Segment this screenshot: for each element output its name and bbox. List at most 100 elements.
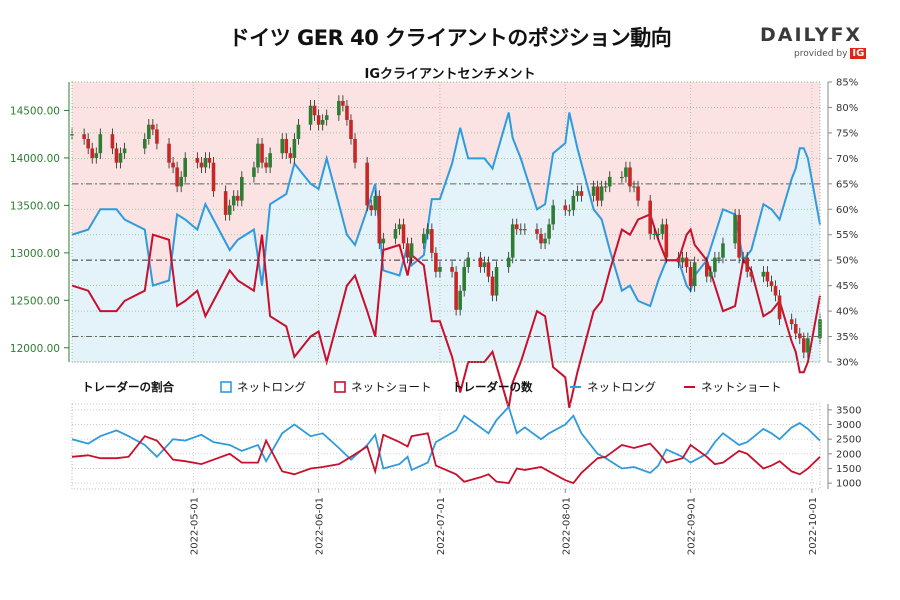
candle-up [652, 233, 657, 236]
candle-up [806, 338, 810, 353]
logo-provided-by: provided by [794, 49, 848, 59]
candle-down [349, 119, 353, 139]
count-tick-label: 2000 [836, 449, 861, 460]
ratio-tick-label: 60% [836, 205, 858, 216]
candle-down [664, 224, 669, 258]
candle-up [296, 124, 301, 139]
candle-up [231, 195, 236, 206]
candle-up [147, 124, 151, 139]
candle-down [345, 105, 349, 120]
candle-up [656, 233, 661, 236]
net-short-ratio-line [71, 213, 821, 409]
net-long-area [72, 112, 820, 362]
ratio-tick-label: 30% [836, 358, 858, 369]
date-tick-label: 2022-10-01 [808, 497, 819, 555]
candle-down [90, 148, 95, 158]
candle-down [802, 338, 806, 353]
candle-down [235, 195, 240, 201]
candle-up [591, 186, 596, 196]
candle-down [223, 191, 228, 215]
candle-up [438, 267, 442, 272]
candle-down [401, 224, 406, 244]
candle-up [506, 257, 511, 268]
candle-down [82, 134, 86, 139]
ratio-tick-label: 45% [836, 281, 858, 292]
candle-down [539, 233, 543, 244]
legend-short-label: ネットショート [351, 380, 432, 394]
count-long-line [71, 405, 821, 474]
candle-up [818, 319, 822, 339]
candle-down [777, 295, 782, 320]
candle-down [312, 105, 317, 116]
candle-down [478, 257, 483, 268]
candle-up [324, 115, 329, 120]
candle-up [571, 195, 576, 211]
candle-up [713, 257, 717, 272]
candle-up [575, 191, 580, 196]
legend-count-short-label: ネットショート [701, 380, 782, 394]
candle-up [494, 267, 499, 296]
candle-down [207, 157, 212, 163]
ratio-tick-label: 35% [836, 332, 858, 343]
candle-up [320, 119, 325, 125]
candle-down [769, 281, 774, 287]
candle-up [308, 105, 313, 125]
candle-down [151, 124, 155, 130]
legend-count-label: トレーダーの数 [452, 380, 533, 394]
candle-up [741, 257, 745, 259]
candle-down [676, 257, 681, 263]
candle-up [421, 233, 426, 244]
candle-down [110, 134, 115, 149]
candle-down [86, 138, 90, 149]
candle-down [369, 205, 373, 211]
candle-up [426, 229, 430, 234]
candle-down [486, 262, 491, 277]
count-tick-label: 2500 [836, 435, 861, 446]
logo-text: DAILYFX [760, 24, 863, 46]
candle-up [227, 205, 232, 215]
price-tick-label: 14500.00 [10, 105, 60, 117]
candle-down [288, 153, 293, 158]
date-tick-label: 2022-08-01 [561, 497, 572, 555]
candle-up [409, 243, 414, 258]
candle-up [292, 138, 297, 158]
candle-down [405, 243, 410, 258]
price-tick-label: 13500.00 [10, 200, 60, 212]
ratio-tick-label: 50% [836, 256, 858, 267]
candle-down [211, 162, 216, 192]
candle-up [466, 257, 471, 268]
candle-up [551, 205, 555, 225]
candle-up [381, 238, 386, 244]
candle-down [260, 143, 264, 163]
count-tick-label: 1000 [836, 479, 861, 490]
candle-up [393, 229, 398, 239]
candle-down [704, 262, 709, 277]
price-tick-label: 12000.00 [10, 343, 60, 355]
candle-down [745, 257, 750, 272]
ratio-tick-label: 70% [836, 154, 858, 165]
legend-ratio-label: トレーダーの割合 [82, 380, 174, 394]
candle-down [636, 186, 640, 201]
candle-down [765, 271, 770, 282]
candle-down [737, 214, 741, 258]
candle-up [256, 143, 260, 168]
candle-down [595, 186, 600, 201]
candle-up [122, 148, 127, 154]
legend-long-box-icon [220, 381, 232, 393]
ratio-tick-label: 75% [836, 128, 858, 139]
candle-down [793, 324, 798, 334]
candle-down [454, 271, 458, 310]
candle-down [490, 276, 495, 296]
candle-down [167, 143, 171, 163]
legend-short-box-icon [334, 381, 346, 393]
ratio-tick-label: 65% [836, 179, 858, 190]
dailyfx-logo: DAILYFX provided by IG [760, 24, 870, 64]
candle-up [179, 176, 183, 187]
candle-down [563, 205, 568, 211]
candle-up [733, 214, 737, 244]
candle-down [155, 129, 159, 144]
candle-up [523, 229, 527, 231]
ratio-tick-label: 80% [836, 103, 858, 114]
candle-down [195, 157, 200, 163]
